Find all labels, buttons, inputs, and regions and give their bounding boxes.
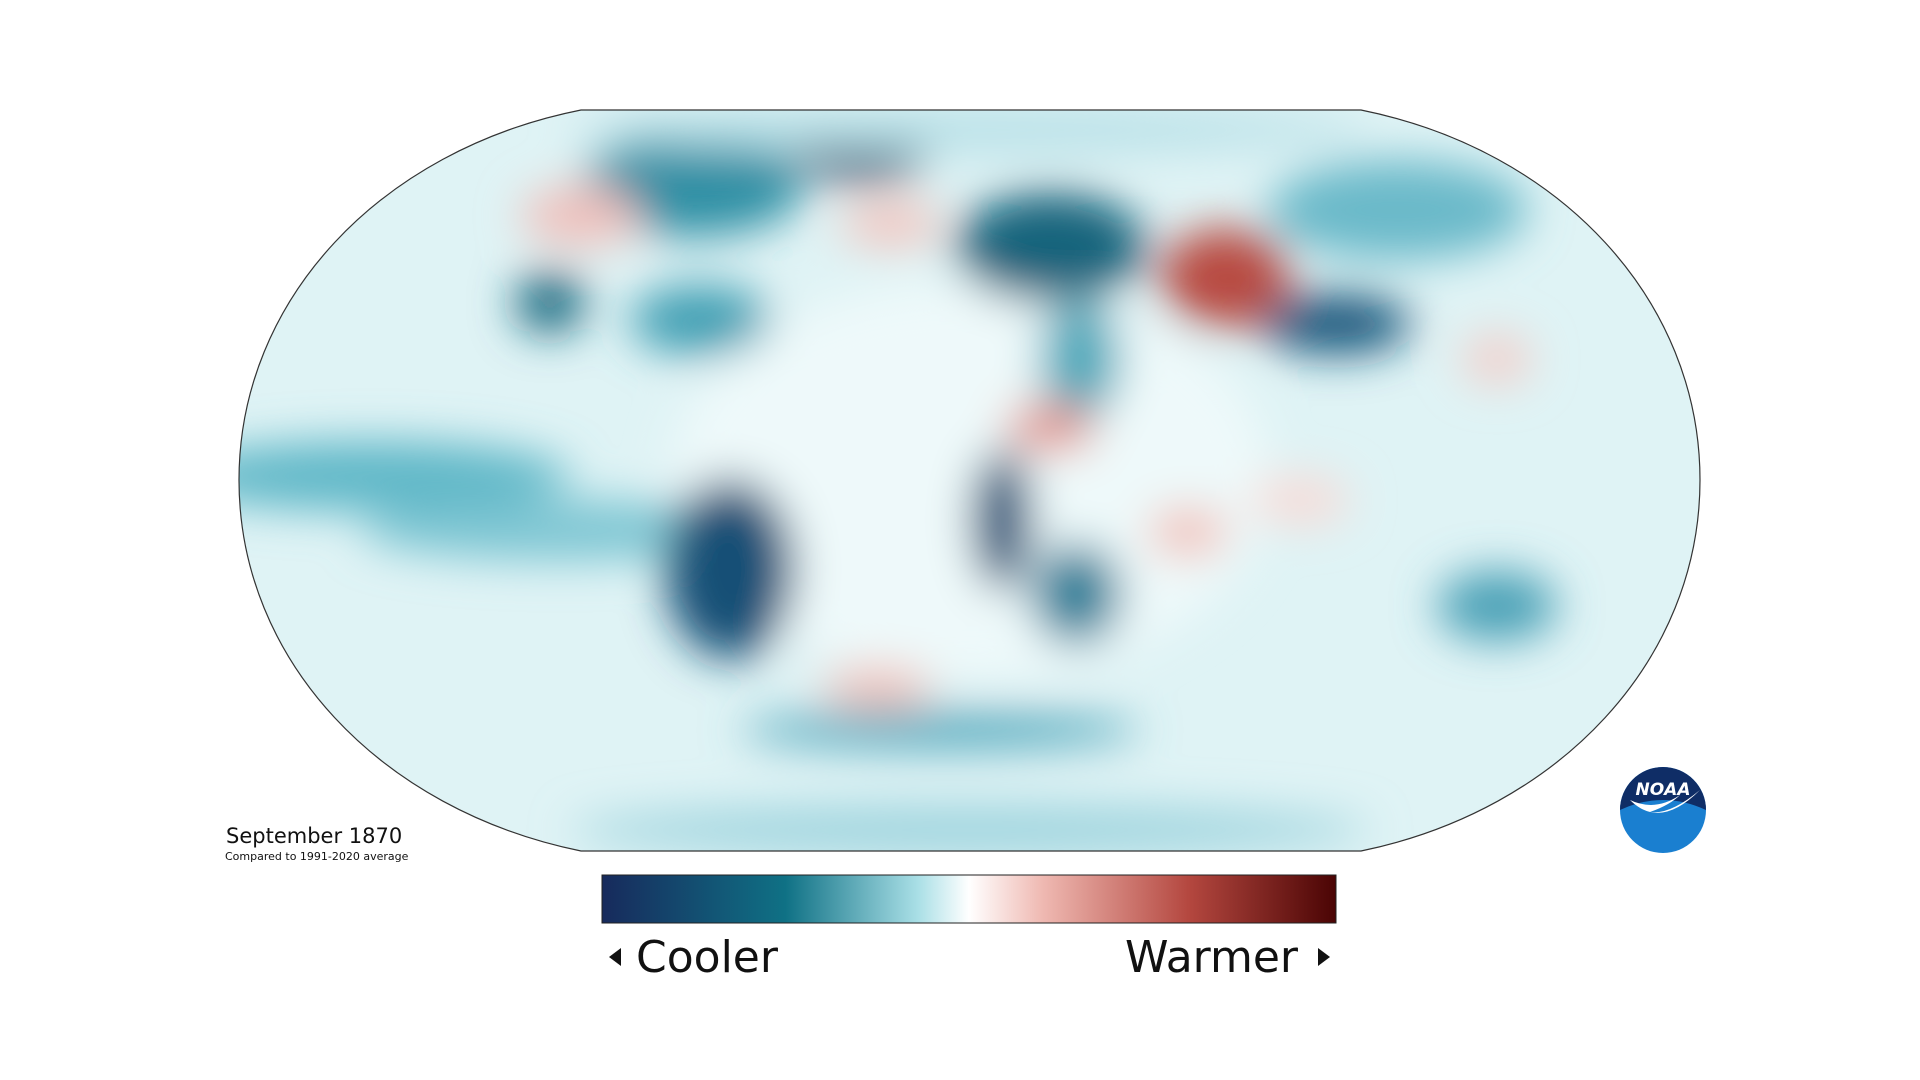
warm-arrow <box>1318 948 1330 966</box>
color-scale <box>601 874 1337 924</box>
legend-low: Cooler <box>636 932 779 983</box>
cool-arrow <box>609 948 621 966</box>
logo-text: NOAA <box>1636 780 1691 800</box>
noaa-logo: NOAA <box>1620 767 1706 853</box>
legend-high: Warmer <box>1125 932 1299 983</box>
map-title: September 1870 <box>226 824 402 848</box>
map-outline <box>238 109 1701 852</box>
map-subtitle: Compared to 1991-2020 average <box>225 850 409 863</box>
anomaly-field <box>239 110 1700 851</box>
